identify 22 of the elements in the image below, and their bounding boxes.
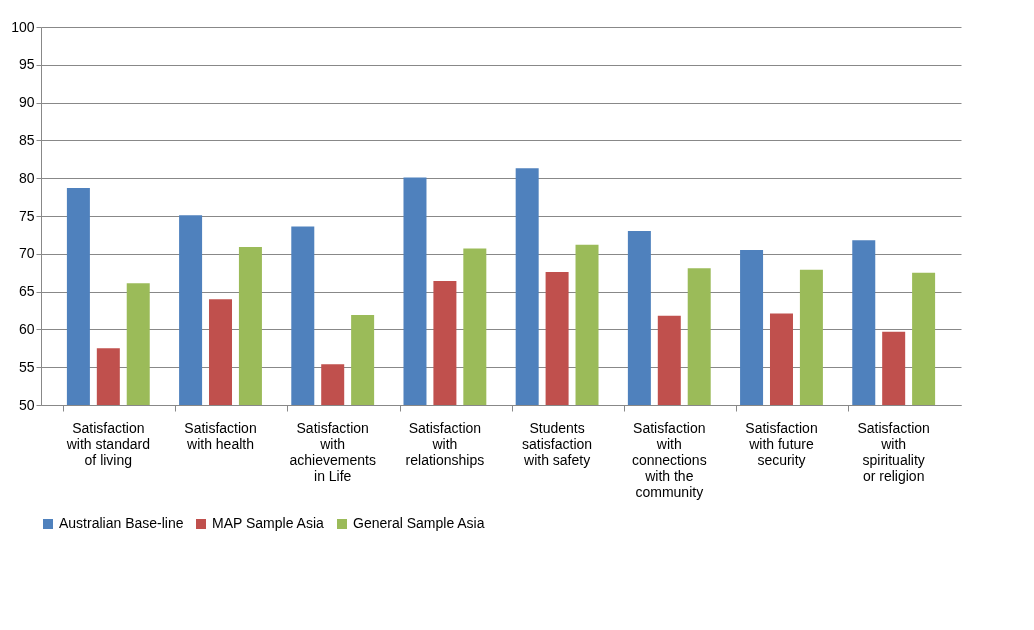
legend-label: MAP Sample Asia [212,515,325,531]
x-tick-label: Satisfaction with standard of living [65,419,150,468]
y-tick-label: 90 [18,94,35,111]
y-tick-label: 60 [18,320,35,337]
y-tick-label: 75 [18,207,35,224]
y-tick-label: 70 [18,245,35,262]
x-tick-label: Students satisfaction with safety [522,419,593,468]
y-tick-label: 100 [11,18,35,35]
x-tick-label: Satisfaction with future security [745,419,818,468]
x-tick-label: Satisfaction with health [184,419,257,452]
x-tick-label: Satisfaction with relationships [405,419,485,468]
y-tick-label: 55 [18,358,35,375]
y-tick-label: 85 [18,131,35,148]
x-tick-label: Satisfaction with connections with the community [631,419,707,500]
x-tick-label: Satisfaction with spirituality or religion [857,419,930,484]
y-tick-label: 50 [18,396,35,413]
y-tick-label: 65 [18,283,35,300]
legend-label: General Sample Asia [353,515,485,531]
legend-label: Australian Base-line [59,515,184,531]
y-tick-label: 95 [18,56,35,73]
y-tick-label: 80 [18,169,35,186]
x-tick-label: Satisfaction with achievements in Life [289,419,376,484]
